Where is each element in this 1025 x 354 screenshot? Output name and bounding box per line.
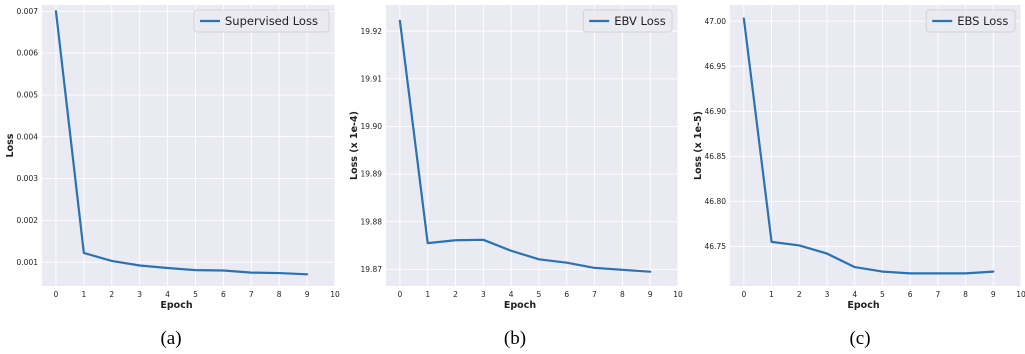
chart-panel-1: 0 1 2 3 4 5 6 7 8 9 10 0.001 0.002 0.003 0.004 0.005 0.0… <box>5 5 340 349</box>
x-tick-label: 6 <box>564 290 569 299</box>
x-tick-label: 0 <box>54 290 59 299</box>
y-tick-label: 0.004 <box>17 132 39 141</box>
y-tick-label: 0.005 <box>17 91 39 100</box>
legend-box <box>582 9 673 33</box>
y-tick-label: 19.89 <box>361 170 383 179</box>
y-axis-label: Loss (x 1e-4) <box>349 111 360 180</box>
y-tick-label: 46.85 <box>705 152 727 161</box>
legend-entry: EBV Loss <box>614 14 666 28</box>
y-tick-label: 19.90 <box>361 122 383 131</box>
x-tick-label: 1 <box>425 290 430 299</box>
x-axis-label: Epoch <box>847 300 879 311</box>
chart-panel-3: 0 1 2 3 4 5 6 7 8 9 10 46.75 46.80 46.85 46.90 46.95 47.… <box>693 5 1025 349</box>
x-tick-label: 8 <box>963 290 968 299</box>
x-axis-label: Epoch <box>160 300 192 311</box>
x-tick-label: 9 <box>991 290 996 299</box>
x-tick-label: 10 <box>1016 290 1025 299</box>
panel-caption: (a) <box>160 328 181 349</box>
x-tick-label: 2 <box>797 290 802 299</box>
x-tick-label: 9 <box>305 290 310 299</box>
x-tick-label: 9 <box>648 290 653 299</box>
x-tick-label: 4 <box>852 290 857 299</box>
y-tick-label: 46.80 <box>705 197 727 206</box>
y-tick-label: 19.92 <box>361 27 383 36</box>
legend-entry: Supervised Loss <box>225 14 318 28</box>
y-tick-label: 19.88 <box>361 217 383 226</box>
y-tick-label: 0.007 <box>17 7 39 16</box>
x-tick-label: 2 <box>109 290 114 299</box>
series-line-1 <box>398 19 652 273</box>
y-tick-label: 46.75 <box>705 242 727 251</box>
x-tick-label: 7 <box>249 290 254 299</box>
y-tick-label: 46.95 <box>705 62 727 71</box>
legend: Supervised Loss <box>193 9 330 33</box>
x-tick-label: 10 <box>673 290 683 299</box>
y-tick-label: 0.002 <box>17 216 39 225</box>
plot-background <box>42 5 335 286</box>
y-tick-label: 0.006 <box>17 49 39 58</box>
y-tick-label: 19.91 <box>361 74 383 83</box>
y-axis-label: Loss (x 1e-5) <box>693 111 704 180</box>
x-tick-label: 0 <box>741 290 746 299</box>
legend: EBS Loss <box>925 9 1016 33</box>
chart-panel-2: 0 1 2 3 4 5 6 7 8 9 10 19.87 19.88 19.89 19.90 19.91 19.… <box>349 5 683 349</box>
panel-caption: (b) <box>504 328 526 349</box>
y-tick-label: 46.90 <box>705 107 727 116</box>
x-tick-label: 4 <box>509 290 514 299</box>
x-tick-label: 8 <box>620 290 625 299</box>
x-tick-label: 5 <box>537 290 542 299</box>
y-tick-label: 47.00 <box>705 17 727 26</box>
x-tick-label: 6 <box>221 290 226 299</box>
x-tick-label: 1 <box>81 290 86 299</box>
x-tick-label: 7 <box>592 290 597 299</box>
y-tick-label: 0.003 <box>17 174 39 183</box>
plot-background <box>730 5 1021 286</box>
legend-box <box>193 9 330 33</box>
x-tick-label: 7 <box>935 290 940 299</box>
x-tick-label: 4 <box>165 290 170 299</box>
x-axis-label: Epoch <box>504 300 536 311</box>
y-tick-label: 19.87 <box>361 265 383 274</box>
plot-background <box>386 5 678 286</box>
x-tick-label: 3 <box>825 290 830 299</box>
x-tick-label: 0 <box>398 290 403 299</box>
x-tick-label: 3 <box>137 290 142 299</box>
series-line-1 <box>742 17 995 275</box>
x-tick-label: 10 <box>330 290 340 299</box>
panel-caption: (c) <box>849 328 870 349</box>
y-axis-label: Loss <box>5 133 16 157</box>
x-tick-label: 2 <box>453 290 458 299</box>
x-tick-label: 8 <box>277 290 282 299</box>
x-tick-label: 5 <box>880 290 885 299</box>
legend-box <box>925 9 1016 33</box>
series-line-1 <box>54 10 309 276</box>
y-tick-label: 0.001 <box>17 258 39 267</box>
x-tick-label: 5 <box>193 290 198 299</box>
x-tick-label: 6 <box>908 290 913 299</box>
legend-entry: EBS Loss <box>957 14 1008 28</box>
legend: EBV Loss <box>582 9 673 33</box>
x-tick-label: 1 <box>769 290 774 299</box>
x-tick-label: 3 <box>481 290 486 299</box>
